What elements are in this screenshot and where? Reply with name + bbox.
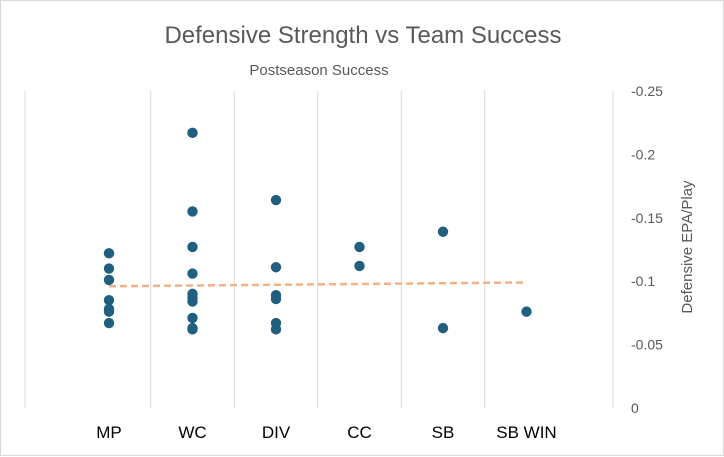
- y-tick-label: -0.05: [631, 337, 663, 353]
- data-point: [187, 241, 198, 253]
- trendline: [108, 281, 527, 288]
- data-point: [187, 324, 198, 335]
- x-category-label: SB: [432, 423, 455, 442]
- data-point: [187, 312, 198, 324]
- data-point: [187, 127, 198, 139]
- data-point: [103, 248, 115, 259]
- trendline-group: [108, 281, 527, 288]
- x-category-label: WC: [178, 423, 206, 442]
- data-point: [187, 296, 198, 307]
- data-point: [270, 262, 282, 273]
- data-point: [270, 324, 282, 335]
- x-category-label: DIV: [262, 423, 291, 442]
- x-category-label: SB WIN: [496, 423, 556, 442]
- y-tick-label: -0.1: [631, 273, 655, 289]
- y-tick-label: 0: [631, 400, 639, 416]
- data-point: [103, 306, 115, 317]
- x-category-label: CC: [347, 423, 372, 442]
- chart-title: Defensive Strength vs Team Success: [164, 22, 561, 49]
- x-axis-category-labels: MP WC DIV CC SB SB WIN: [96, 423, 556, 442]
- data-point: [521, 306, 532, 317]
- vertical-gridlines: [24, 91, 614, 408]
- x-category-label: MP: [96, 423, 122, 442]
- data-point: [103, 295, 115, 306]
- y-tick-label: -0.2: [631, 146, 655, 162]
- data-point: [437, 322, 449, 334]
- data-point: [354, 260, 365, 272]
- data-point: [103, 263, 115, 274]
- data-point: [103, 274, 115, 286]
- y-tick-label: -0.15: [631, 210, 663, 226]
- y-axis-label: Defensive EPA/Play: [679, 180, 696, 314]
- chart-subtitle: Postseason Success: [249, 62, 388, 79]
- data-point: [270, 293, 282, 305]
- y-axis-tick-labels: 0 -0.05 -0.1 -0.15 -0.2 -0.25: [631, 83, 663, 416]
- data-point: [187, 206, 198, 217]
- y-tick-label: -0.25: [631, 83, 663, 99]
- data-point: [437, 226, 449, 237]
- data-point: [354, 241, 365, 253]
- data-point: [270, 194, 282, 206]
- data-point: [103, 317, 115, 329]
- data-points: [103, 127, 532, 335]
- data-point: [187, 268, 198, 279]
